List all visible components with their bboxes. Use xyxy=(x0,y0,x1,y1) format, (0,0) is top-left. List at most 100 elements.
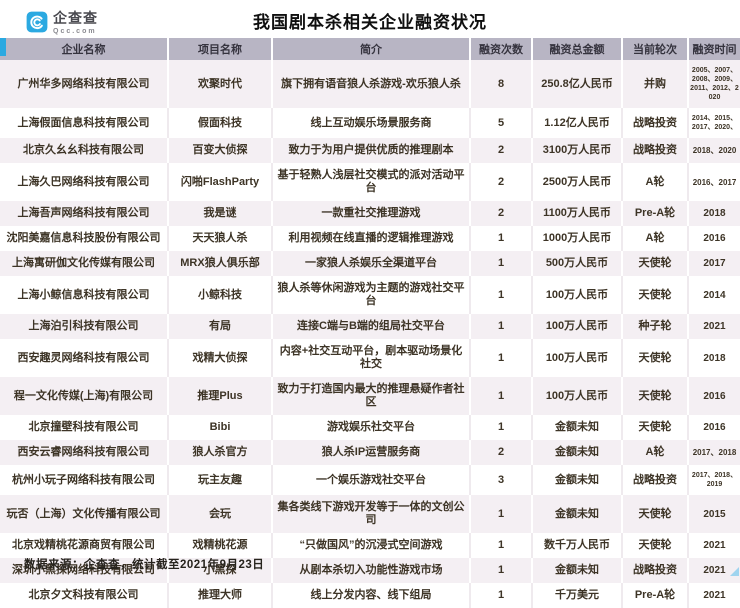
cell-description: 致力于为用户提供优质的推理剧本 xyxy=(272,138,471,163)
cell-company-name: 上海假面信息科技有限公司 xyxy=(0,108,169,138)
cell-project-name: 有局 xyxy=(168,314,273,339)
cell-funding-count: 1 xyxy=(470,415,533,440)
table-row: 上海寓研伽文化传媒有限公司 MRX狼人俱乐部 一家狼人杀娱乐全渠道平台 1 500万人民… xyxy=(0,251,740,276)
cell-funding-time: 2016 xyxy=(688,415,740,440)
cell-funding-total: 2500万人民币 xyxy=(532,163,623,201)
cell-current-round: 天使轮 xyxy=(622,377,689,415)
cell-current-round: 并购 xyxy=(622,60,689,108)
table-row: 程一文化传媒(上海)有限公司 推理Plus 致力于打造国内最大的推理悬疑作者社区 1 1… xyxy=(0,377,740,415)
cell-funding-time: 2014 xyxy=(688,276,740,314)
cell-project-name: 小鲸科技 xyxy=(168,276,273,314)
cell-current-round: 天使轮 xyxy=(622,276,689,314)
cell-funding-total: 金额未知 xyxy=(532,465,623,495)
cell-project-name: 推理Plus xyxy=(168,377,273,415)
column-header-project-name: 项目名称 xyxy=(168,38,273,60)
cell-project-name: 玩主友趣 xyxy=(168,465,273,495)
cell-current-round: A轮 xyxy=(622,163,689,201)
cell-funding-count: 2 xyxy=(470,138,533,163)
cell-company-name: 西安趣灵网络科技有限公司 xyxy=(0,339,169,377)
cell-company-name: 沈阳美嘉信息科技股份有限公司 xyxy=(0,226,169,251)
cell-current-round: 天使轮 xyxy=(622,495,689,533)
cell-funding-time: 2016 xyxy=(688,226,740,251)
cell-funding-count: 1 xyxy=(470,251,533,276)
cell-project-name: 百变大侦探 xyxy=(168,138,273,163)
cell-company-name: 上海小鲸信息科技有限公司 xyxy=(0,276,169,314)
cell-funding-time: 2005、2007、2008、2009、2011、2012、2020 xyxy=(688,60,740,108)
column-header-current-round: 当前轮次 xyxy=(622,38,689,60)
cell-project-name: 我是谜 xyxy=(168,201,273,226)
table-row: 杭州小玩子网络科技有限公司 玩主友趣 一个娱乐游戏社交平台 3 金额未知 战略投资 2017… xyxy=(0,465,740,495)
cell-current-round: Pre-A轮 xyxy=(622,201,689,226)
header-accent-bar xyxy=(0,38,6,56)
cell-project-name: 狼人杀官方 xyxy=(168,440,273,465)
cell-description: 狼人杀等休闲游戏为主题的游戏社交平台 xyxy=(272,276,471,314)
cell-funding-count: 1 xyxy=(470,377,533,415)
cell-company-name: 北京久幺幺科技有限公司 xyxy=(0,138,169,163)
cell-funding-count: 1 xyxy=(470,558,533,583)
cell-funding-time: 2017 xyxy=(688,251,740,276)
cell-funding-total: 1000万人民币 xyxy=(532,226,623,251)
cell-funding-total: 500万人民币 xyxy=(532,251,623,276)
cell-description: 一家狼人杀娱乐全渠道平台 xyxy=(272,251,471,276)
cell-description: 线上分发内容、线下组局 xyxy=(272,583,471,608)
cell-funding-total: 金额未知 xyxy=(532,415,623,440)
cell-description: 狼人杀IP运营服务商 xyxy=(272,440,471,465)
cell-funding-time: 2014、2015、2017、2020、 xyxy=(688,108,740,138)
qcc-logo-icon xyxy=(26,11,48,33)
cell-funding-total: 金额未知 xyxy=(532,558,623,583)
table-row: 北京撞壁科技有限公司 Bibi 游戏娱乐社交平台 1 金额未知 天使轮 2016 xyxy=(0,415,740,440)
data-source-note: 数据来源：企查查，统计截至2021年9月23日 xyxy=(24,559,265,571)
column-header-description: 简介 xyxy=(272,38,471,60)
table-row: 西安趣灵网络科技有限公司 戏精大侦探 内容+社交互动平台，剧本驱动场景化社交 1 100… xyxy=(0,339,740,377)
cell-company-name: 上海久巴网络科技有限公司 xyxy=(0,163,169,201)
cell-funding-count: 1 xyxy=(470,339,533,377)
cell-company-name: 西安云睿网络科技有限公司 xyxy=(0,440,169,465)
qcc-logo: 企查查 Qcc.com xyxy=(26,11,98,35)
cell-funding-total: 100万人民币 xyxy=(532,276,623,314)
cell-funding-total: 金额未知 xyxy=(532,495,623,533)
cell-company-name: 杭州小玩子网络科技有限公司 xyxy=(0,465,169,495)
cell-funding-count: 1 xyxy=(470,583,533,608)
table-row: 北京戏精桃花源商贸有限公司 戏精桃花源 “只做国风”的沉浸式空间游戏 1 数千万人民币天… xyxy=(0,533,740,558)
cell-funding-total: 100万人民币 xyxy=(532,377,623,415)
cell-description: 从剧本杀切入功能性游戏市场 xyxy=(272,558,471,583)
cell-company-name: 广州华多网络科技有限公司 xyxy=(0,60,169,108)
cell-funding-time: 2018 xyxy=(688,339,740,377)
cell-description: 内容+社交互动平台，剧本驱动场景化社交 xyxy=(272,339,471,377)
resize-corner-icon xyxy=(730,567,739,576)
cell-project-name: 会玩 xyxy=(168,495,273,533)
cell-funding-count: 1 xyxy=(470,495,533,533)
cell-description: 致力于打造国内最大的推理悬疑作者社区 xyxy=(272,377,471,415)
cell-funding-count: 1 xyxy=(470,533,533,558)
page-header: 企查查 Qcc.com 我国剧本杀相关企业融资状况 xyxy=(0,0,740,38)
cell-company-name: 北京夕文科技有限公司 xyxy=(0,583,169,608)
cell-funding-time: 2021 xyxy=(688,583,740,608)
cell-project-name: 欢聚时代 xyxy=(168,60,273,108)
cell-description: 集各类线下游戏开发等于一体的文创公司 xyxy=(272,495,471,533)
column-header-company-name: 企业名称 xyxy=(0,38,169,60)
cell-project-name: 戏精大侦探 xyxy=(168,339,273,377)
column-header-funding-total: 融资总金额 xyxy=(532,38,623,60)
table-row: 上海吾声网络科技有限公司 我是谜 一款重社交推理游戏 2 1100万人民币 Pre-A轮 2… xyxy=(0,201,740,226)
cell-description: 游戏娱乐社交平台 xyxy=(272,415,471,440)
table-header-row: 企业名称 项目名称 简介 融资次数 融资总金额 当前轮次 融资时间 xyxy=(0,38,740,60)
table-row: 广州华多网络科技有限公司 欢聚时代 旗下拥有语音狼人杀游戏-欢乐狼人杀 8 250.8亿… xyxy=(0,60,740,108)
cell-funding-total: 100万人民币 xyxy=(532,339,623,377)
cell-funding-total: 千万美元 xyxy=(532,583,623,608)
cell-project-name: 推理大师 xyxy=(168,583,273,608)
cell-project-name: 闪啪FlashParty xyxy=(168,163,273,201)
cell-description: “只做国风”的沉浸式空间游戏 xyxy=(272,533,471,558)
table-row: 上海假面信息科技有限公司 假面科技 线上互动娱乐场景服务商 5 1.12亿人民币 战略投资… xyxy=(0,108,740,138)
qcc-logo-domain: Qcc.com xyxy=(53,28,97,35)
cell-funding-time: 2021 xyxy=(688,314,740,339)
cell-funding-time: 2018、2020 xyxy=(688,138,740,163)
cell-funding-count: 2 xyxy=(470,201,533,226)
cell-current-round: 种子轮 xyxy=(622,314,689,339)
cell-funding-count: 1 xyxy=(470,314,533,339)
cell-description: 旗下拥有语音狼人杀游戏-欢乐狼人杀 xyxy=(272,60,471,108)
cell-project-name: 假面科技 xyxy=(168,108,273,138)
cell-company-name: 北京撞壁科技有限公司 xyxy=(0,415,169,440)
cell-project-name: 小黑探 xyxy=(168,558,273,583)
cell-current-round: 天使轮 xyxy=(622,415,689,440)
cell-company-name: 深圳小黑探网络科技有限公司 xyxy=(0,558,169,583)
